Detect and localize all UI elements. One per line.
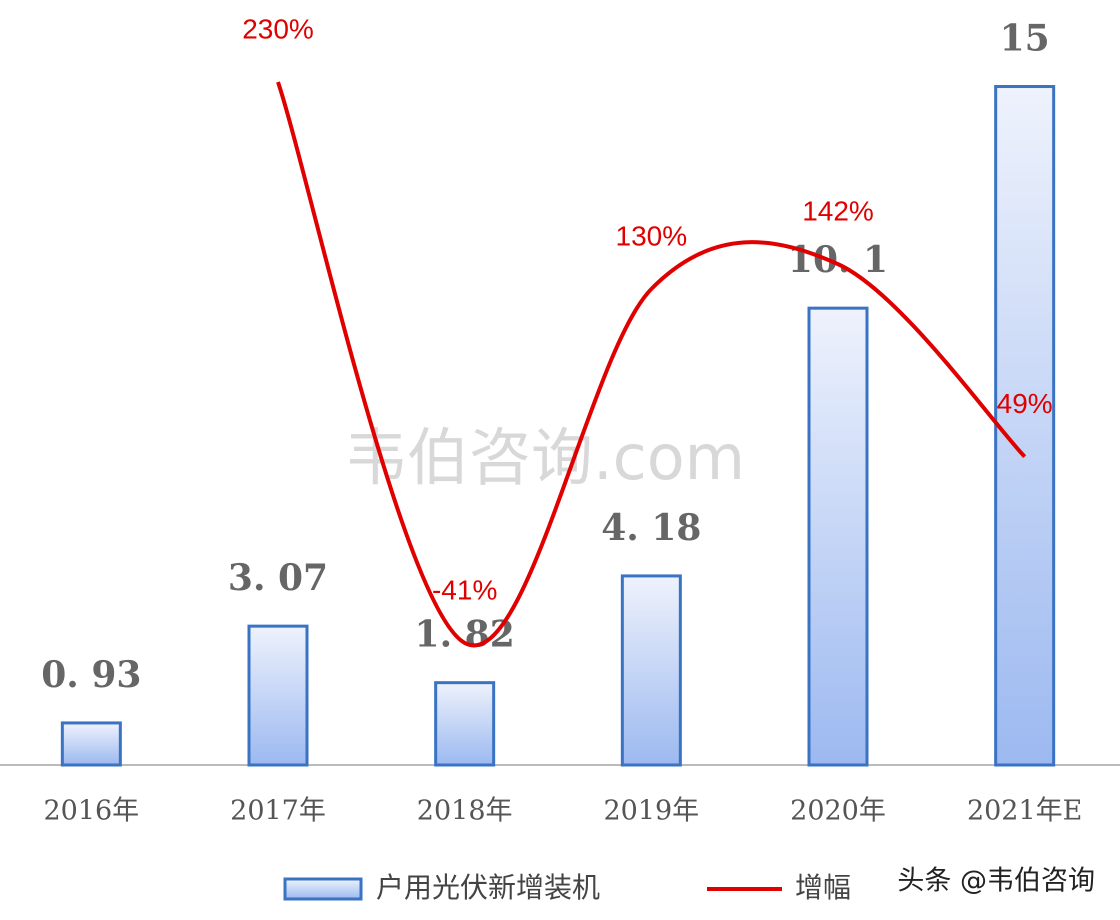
data-label: 230% bbox=[242, 13, 314, 44]
watermark: 韦伯咨询.com bbox=[345, 421, 745, 494]
bar bbox=[994, 85, 1056, 767]
x-tick-label: 2021年E bbox=[967, 796, 1082, 827]
data-label: 49% bbox=[997, 388, 1053, 419]
x-tick-label: 2016年 bbox=[43, 796, 139, 827]
data-label: -41% bbox=[432, 574, 497, 605]
data-label: 1. 82 bbox=[415, 614, 515, 656]
data-label: 3. 07 bbox=[228, 557, 328, 599]
x-tick-label: 2018年 bbox=[417, 796, 513, 827]
source: 头条 @韦伯咨询 bbox=[897, 866, 1095, 897]
bar bbox=[434, 681, 496, 767]
data-label: 15 bbox=[1000, 18, 1050, 60]
x-tick-label: 2017年 bbox=[230, 796, 326, 827]
legend-swatch bbox=[283, 877, 363, 901]
legend-label: 增幅 bbox=[795, 871, 851, 904]
bar bbox=[60, 721, 122, 767]
bar bbox=[247, 624, 309, 767]
data-label: 10. 1 bbox=[788, 239, 888, 281]
data-label: 130% bbox=[616, 220, 688, 251]
x-tick-label: 2020年 bbox=[790, 796, 886, 827]
x-tick-label: 2019年 bbox=[603, 796, 699, 827]
bar bbox=[620, 574, 682, 767]
data-label: 142% bbox=[802, 196, 874, 227]
data-label: 0. 93 bbox=[41, 654, 141, 696]
bar bbox=[807, 306, 869, 767]
line bbox=[276, 81, 1027, 648]
legend-label: 户用光伏新增装机 bbox=[376, 871, 600, 904]
data-label: 4. 18 bbox=[601, 507, 701, 549]
